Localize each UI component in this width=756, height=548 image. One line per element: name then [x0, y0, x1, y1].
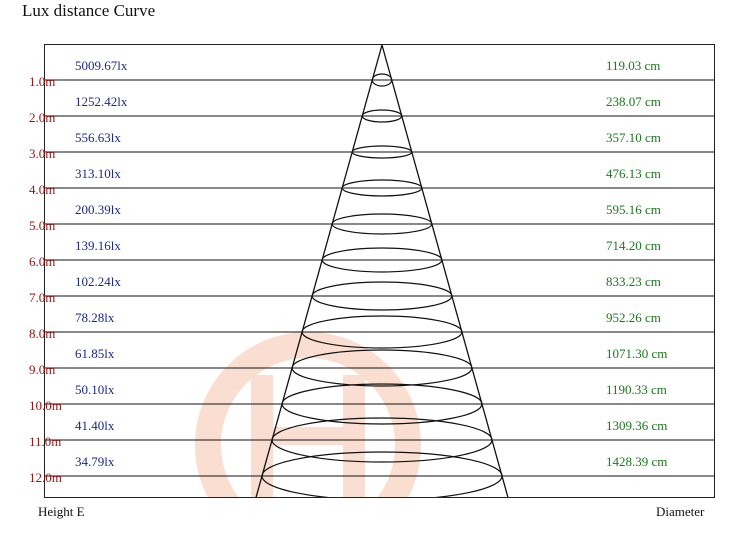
- diameter-value: 595.16 cm: [606, 202, 661, 217]
- height-label: 11.0m: [29, 434, 62, 449]
- height-label: 2.0m: [29, 110, 56, 125]
- lux-value: 78.28lx: [75, 310, 115, 325]
- diameter-value: 238.07 cm: [606, 94, 661, 109]
- cone-diagram: [45, 45, 714, 497]
- lux-value: 34.79lx: [75, 454, 115, 469]
- height-label: 5.0m: [29, 218, 56, 233]
- row-grid-lines: [45, 79, 714, 477]
- diameter-value: 1428.39 cm: [606, 454, 668, 469]
- diameter-value: 1309.36 cm: [606, 418, 668, 433]
- diameter-value: 1071.30 cm: [606, 346, 668, 361]
- lux-value: 556.63lx: [75, 130, 121, 145]
- diameter-value: 714.20 cm: [606, 238, 661, 253]
- height-axis-label: Height E: [38, 504, 85, 519]
- lux-value: 50.10lx: [75, 382, 115, 397]
- cone-left-edge: [255, 45, 383, 497]
- diameter-value: 476.13 cm: [606, 166, 661, 181]
- diameter-value: 119.03 cm: [606, 58, 661, 73]
- diameter-value: 357.10 cm: [606, 130, 661, 145]
- lux-value: 5009.67lx: [75, 58, 128, 73]
- height-label: 9.0m: [29, 362, 56, 377]
- diameter-value: 952.26 cm: [606, 310, 661, 325]
- diameter-axis-label: Diameter: [656, 504, 705, 519]
- cone-right-edge: [381, 45, 509, 497]
- diameter-value: 833.23 cm: [606, 274, 661, 289]
- plot-area: [44, 44, 715, 498]
- lux-value: 139.16lx: [75, 238, 121, 253]
- chart-title: Lux distance Curve: [22, 1, 156, 20]
- height-label: 6.0m: [29, 254, 56, 269]
- lux-value: 313.10lx: [75, 166, 121, 181]
- height-label: 4.0m: [29, 182, 56, 197]
- height-label: 7.0m: [29, 290, 56, 305]
- height-label: 8.0m: [29, 326, 56, 341]
- height-label: 10.0m: [29, 398, 62, 413]
- beam-cone: [255, 45, 509, 497]
- lux-value: 61.85lx: [75, 346, 115, 361]
- lux-value: 41.40lx: [75, 418, 115, 433]
- height-label: 12.0m: [29, 470, 62, 485]
- diameter-value: 1190.33 cm: [606, 382, 667, 397]
- height-label: 1.0m: [29, 74, 56, 89]
- lux-value: 102.24lx: [75, 274, 121, 289]
- lux-value: 200.39lx: [75, 202, 121, 217]
- lux-value: 1252.42lx: [75, 94, 128, 109]
- height-label: 3.0m: [29, 146, 56, 161]
